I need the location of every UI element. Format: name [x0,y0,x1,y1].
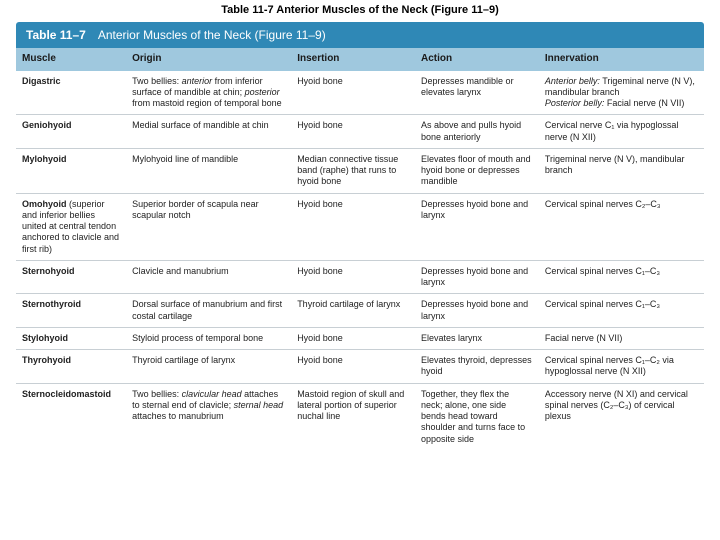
cell-innervation: Trigeminal nerve (N V), mandibular branc… [539,153,704,189]
col-header-insertion: Insertion [291,52,415,67]
cell-insertion: Hyoid bone [291,198,415,256]
cell-action: As above and pulls hyoid bone anteriorly [415,119,539,144]
cell-origin: Clavicle and manubrium [126,265,291,290]
cell-origin: Mylohyoid line of mandible [126,153,291,189]
col-header-action: Action [415,52,539,67]
table-number: Table 11–7 [26,28,86,42]
cell-insertion: Mastoid region of skull and lateral port… [291,388,415,446]
table-title-text: Anterior Muscles of the Neck (Figure 11–… [98,28,326,42]
text-ital: Anterior belly: [545,76,600,86]
table-row: Stylohyoid Styloid process of temporal b… [16,328,704,350]
cell-muscle: Omohyoid (superior and inferior bellies … [16,198,126,256]
cell-action: Depresses hyoid bone and larynx [415,265,539,290]
cell-muscle: Stylohyoid [16,332,126,345]
cell-innervation: Accessory nerve (N XI) and cervical spin… [539,388,704,446]
text-ital: sternal head [234,400,284,410]
table-row: Digastric Two bellies: anterior from inf… [16,71,704,116]
cell-insertion: Median connective tissue band (raphe) th… [291,153,415,189]
cell-action: Elevates larynx [415,332,539,345]
cell-muscle: Geniohyoid [16,119,126,144]
cell-innervation: Cervical spinal nerves C₂–C₃ [539,198,704,256]
page: Table 11-7 Anterior Muscles of the Neck … [0,0,720,540]
text-ital: anterior [182,76,213,86]
cell-innervation: Cervical nerve C₁ via hypoglossal nerve … [539,119,704,144]
cell-innervation: Cervical spinal nerves C₁–C₃ [539,298,704,323]
col-header-origin: Origin [126,52,291,67]
cell-insertion: Hyoid bone [291,119,415,144]
cell-innervation: Facial nerve (N VII) [539,332,704,345]
text: from mastoid region of temporal bone [132,98,282,108]
cell-insertion: Hyoid bone [291,332,415,345]
page-caption: Table 11-7 Anterior Muscles of the Neck … [16,4,704,16]
cell-action: Depresses mandible or elevates larynx [415,75,539,111]
text: Two bellies: [132,76,182,86]
cell-action: Together, they flex the neck; alone, one… [415,388,539,446]
text: Two bellies: [132,389,182,399]
table-row: Sternothyroid Dorsal surface of manubriu… [16,294,704,328]
table-row: Sternohyoid Clavicle and manubrium Hyoid… [16,261,704,295]
text-ital: posterior [245,87,280,97]
cell-origin: Styloid process of temporal bone [126,332,291,345]
table-row: Geniohyoid Medial surface of mandible at… [16,115,704,149]
cell-action: Elevates floor of mouth and hyoid bone o… [415,153,539,189]
muscle-name: Omohyoid [22,199,67,209]
cell-muscle: Digastric [16,75,126,111]
cell-origin: Superior border of scapula near scapular… [126,198,291,256]
cell-insertion: Hyoid bone [291,75,415,111]
text: attaches to manubrium [132,411,224,421]
cell-origin: Thyroid cartilage of larynx [126,354,291,379]
cell-insertion: Thyroid cartilage of larynx [291,298,415,323]
cell-insertion: Hyoid bone [291,265,415,290]
cell-origin: Two bellies: clavicular head attaches to… [126,388,291,446]
table-row: Sternocleidomastoid Two bellies: clavicu… [16,384,704,450]
cell-action: Elevates thyroid, depresses hyoid [415,354,539,379]
cell-muscle: Sternocleidomastoid [16,388,126,446]
cell-muscle: Thyrohyoid [16,354,126,379]
text: Facial nerve (N VII) [604,98,684,108]
text-ital: Posterior belly: [545,98,605,108]
col-header-muscle: Muscle [16,52,126,67]
cell-innervation: Anterior belly: Trigeminal nerve (N V), … [539,75,704,111]
cell-innervation: Cervical spinal nerves C₁–C₂ via hypoglo… [539,354,704,379]
cell-muscle: Sternohyoid [16,265,126,290]
text-ital: clavicular head [182,389,242,399]
cell-action: Depresses hyoid bone and larynx [415,298,539,323]
cell-origin: Medial surface of mandible at chin [126,119,291,144]
col-header-innervation: Innervation [539,52,704,67]
cell-origin: Dorsal surface of manubrium and first co… [126,298,291,323]
cell-muscle: Sternothyroid [16,298,126,323]
table-row: Mylohyoid Mylohyoid line of mandible Med… [16,149,704,194]
cell-action: Depresses hyoid bone and larynx [415,198,539,256]
cell-innervation: Cervical spinal nerves C₁–C₃ [539,265,704,290]
table-header-row: Muscle Origin Insertion Action Innervati… [16,48,704,71]
cell-origin: Two bellies: anterior from inferior surf… [126,75,291,111]
table-row: Thyrohyoid Thyroid cartilage of larynx H… [16,350,704,384]
cell-insertion: Hyoid bone [291,354,415,379]
table-title-bar: Table 11–7 Anterior Muscles of the Neck … [16,22,704,48]
cell-muscle: Mylohyoid [16,153,126,189]
table-row: Omohyoid (superior and inferior bellies … [16,194,704,261]
